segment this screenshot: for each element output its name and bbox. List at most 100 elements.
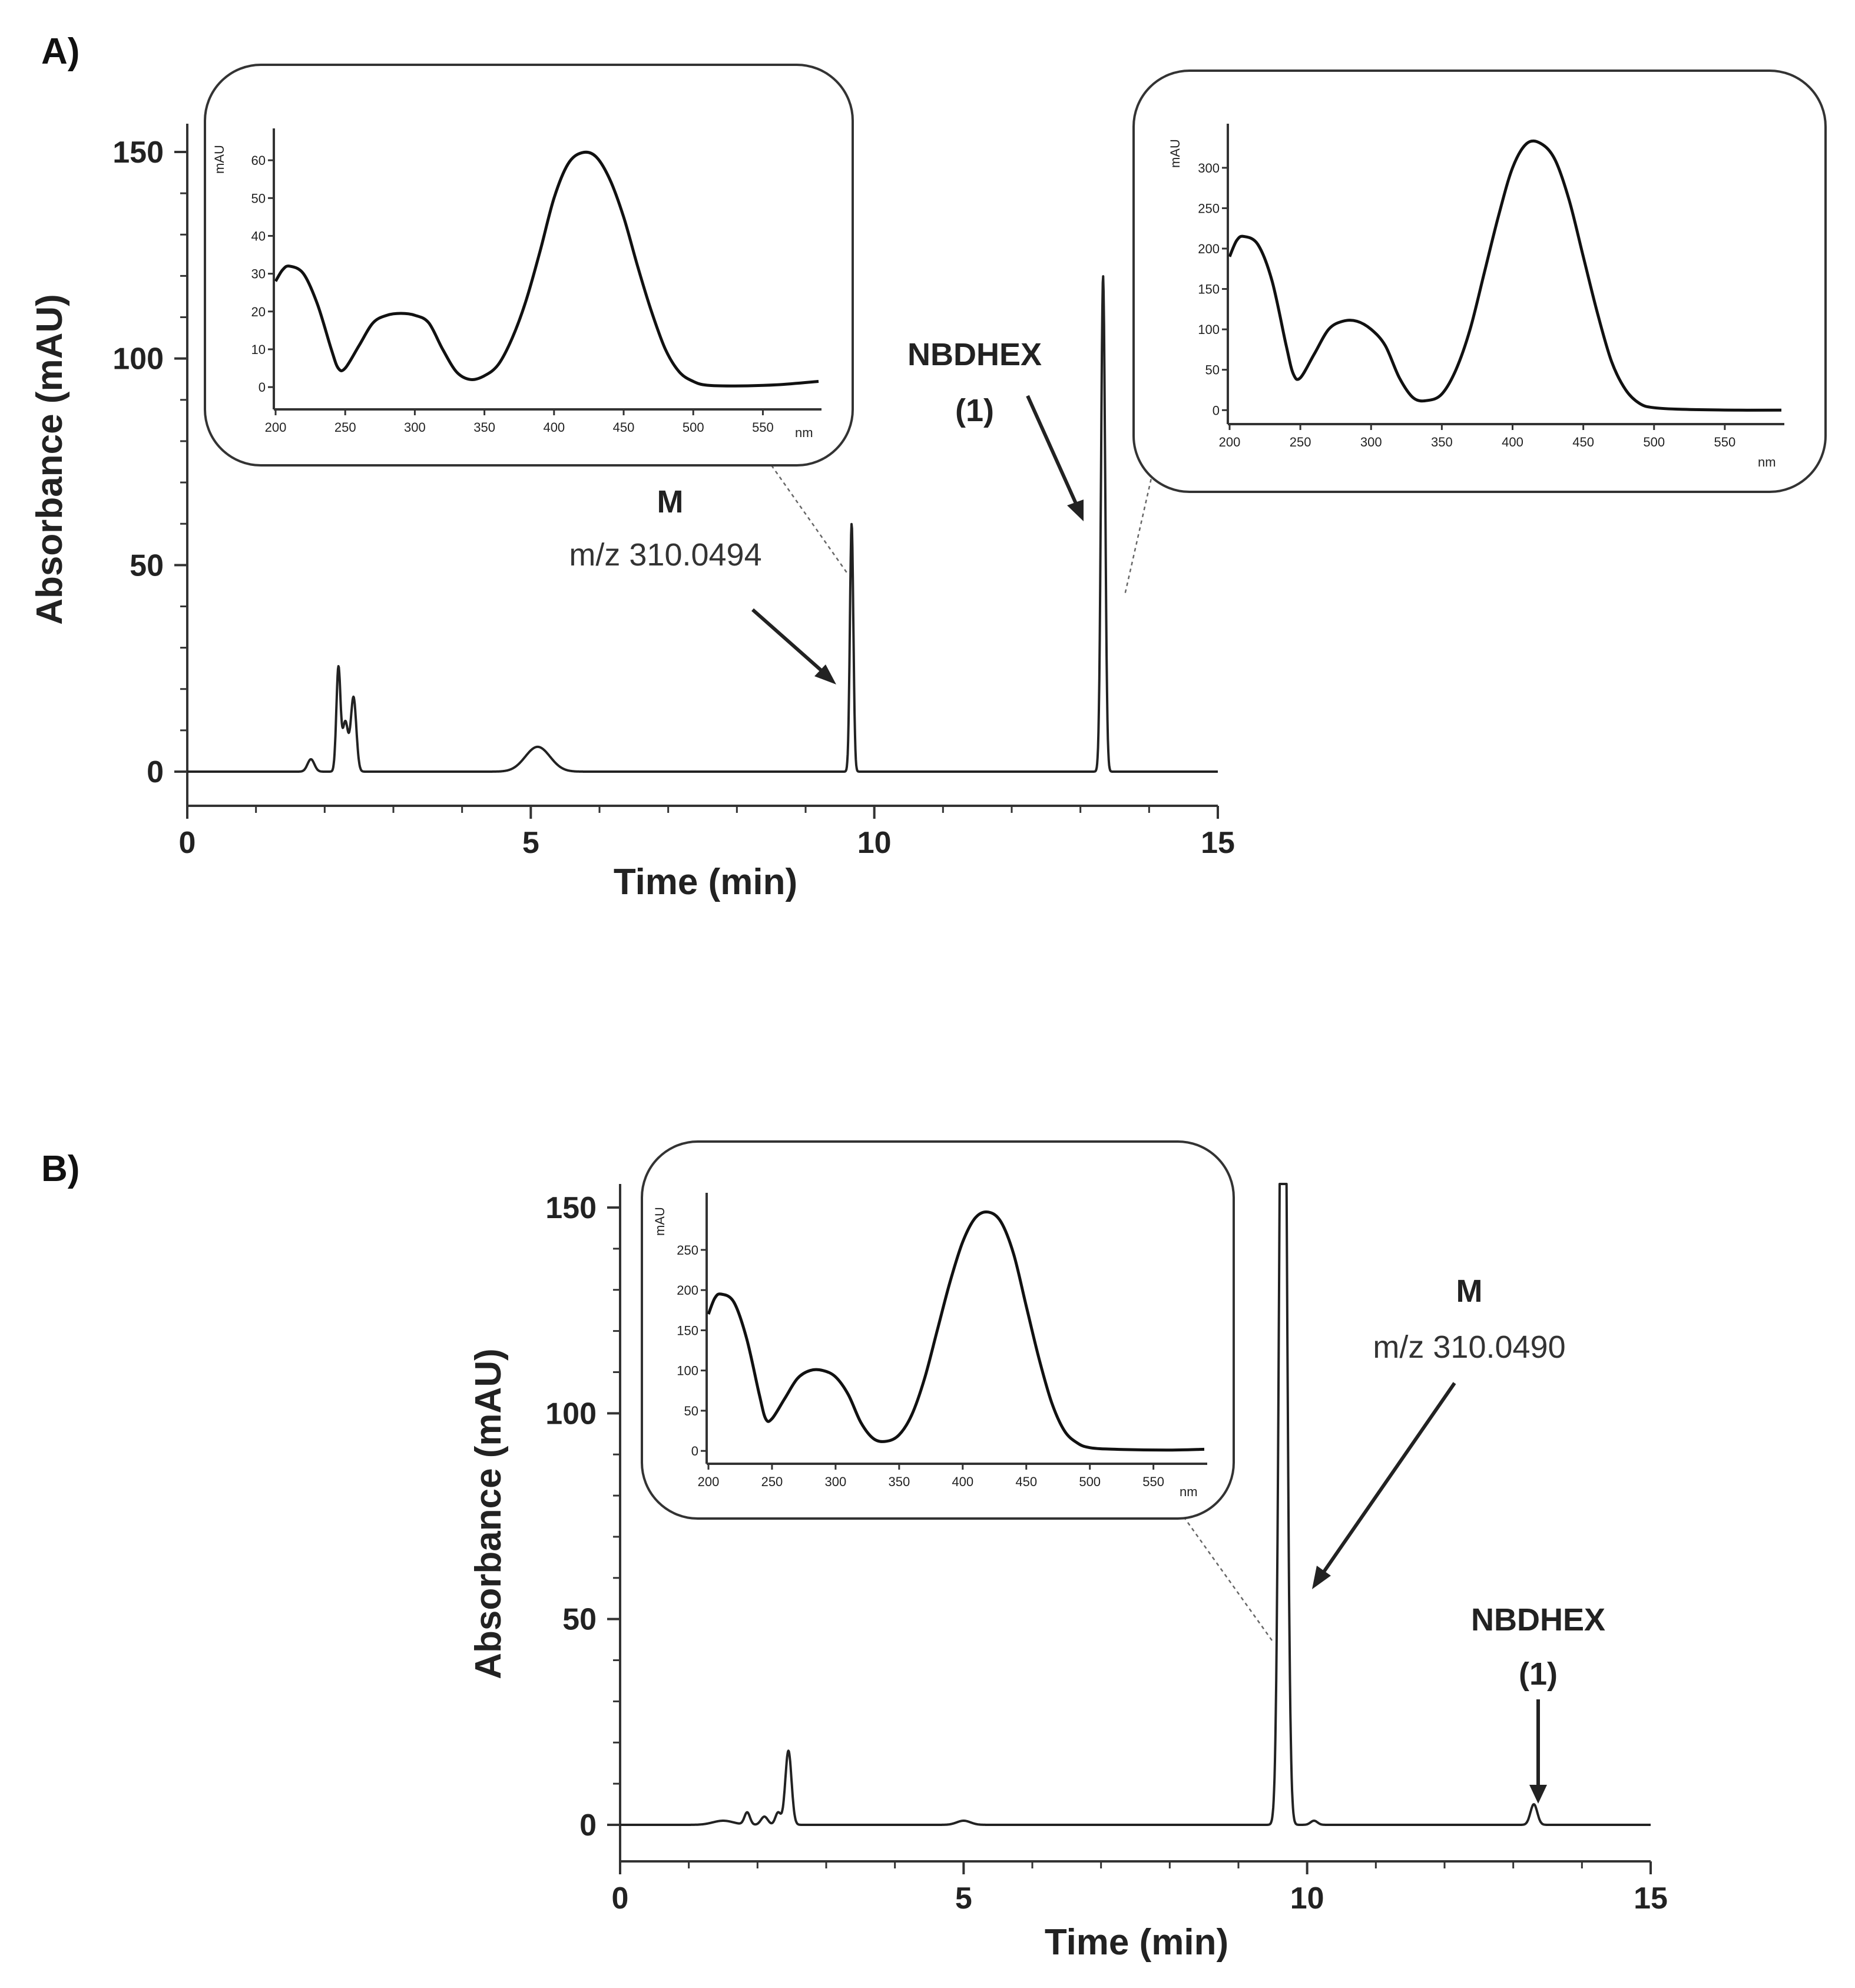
ia2-y-tick-label: 100: [1198, 322, 1220, 337]
panel-a-label: A): [41, 31, 80, 72]
ib-y-tick-label: 100: [677, 1364, 698, 1378]
a-x-tick-label: 15: [1201, 826, 1235, 860]
ib-y-tick-label: 250: [677, 1243, 698, 1258]
ia2-x-tick-label: 250: [1290, 435, 1311, 449]
panel-a-chromatogram-trace: [186, 275, 1219, 773]
ib-x-tick-label: 500: [1079, 1474, 1101, 1489]
ia2-x-tick-label: 350: [1431, 435, 1453, 449]
panel-a-inset-2-spectrum: [1228, 139, 1782, 412]
ia1-y-tick-label: 40: [251, 229, 266, 243]
ia2-x-tick-label: 500: [1643, 435, 1665, 449]
panel-b-chromatogram-trace: [619, 1183, 1652, 1826]
panel-b-x-title: Time (min): [1045, 1922, 1228, 1963]
panel-a-arrowhead-m: [814, 664, 836, 684]
a-y-tick-label: 0: [147, 755, 164, 789]
panel-b-inset-ticks: 200 250 300 350 400 450 500 550 0 50 100 150 200 250: [677, 1243, 1164, 1489]
b-y-tick-label: 50: [562, 1603, 597, 1637]
ib-x-tick-label: 250: [761, 1474, 783, 1489]
b-y-tick-label: 0: [579, 1808, 597, 1843]
ia2-y-tick-label: 0: [1213, 403, 1220, 418]
a-x-tick-label: 0: [179, 826, 196, 860]
ib-x-tick-label: 350: [888, 1474, 910, 1489]
ib-x-tick-label: 550: [1142, 1474, 1164, 1489]
ia1-x-tick-label: 550: [752, 420, 774, 435]
ib-x-tick-label: 200: [698, 1474, 720, 1489]
ia1-x-tick-label: 350: [473, 420, 495, 435]
ia2-x-tick-label: 200: [1219, 435, 1241, 449]
a-x-tick-label: 5: [522, 826, 539, 860]
ib-x-tick-label: 300: [825, 1474, 847, 1489]
panel-b-arrow-m: [1317, 1382, 1456, 1580]
ia1-x-tick-label: 500: [683, 420, 704, 435]
panel-a-inset-1-spectrum: [274, 150, 819, 388]
ib-y-tick-label: 50: [684, 1404, 698, 1418]
panel-b-arrowhead-m: [1312, 1566, 1331, 1589]
panel-b-inset-y-unit: mAU: [652, 1207, 667, 1236]
ia1-y-tick-label: 60: [251, 153, 266, 168]
panel-b-y-title: Absorbance (mAU): [468, 1348, 509, 1679]
panel-b-label-m-mz: m/z 310.0490: [1373, 1329, 1565, 1365]
panel-b-label-nbdhex: NBDHEX: [1471, 1602, 1605, 1638]
ia2-x-tick-label: 400: [1502, 435, 1523, 449]
panel-b-inset-leader: [1182, 1516, 1273, 1641]
ia2-y-tick-label: 250: [1198, 201, 1220, 216]
b-x-tick-label: 10: [1290, 1881, 1324, 1916]
ia1-x-tick-label: 300: [404, 420, 426, 435]
b-x-tick-label: 15: [1634, 1881, 1668, 1916]
ia1-y-tick-label: 50: [251, 191, 266, 206]
panel-a-inset-1-y-unit: mAU: [212, 145, 227, 174]
panel-b-inset-spectrum: [707, 1210, 1205, 1452]
b-y-tick-label: 100: [545, 1397, 597, 1431]
panel-a-label-nbdhex-id: (1): [955, 393, 994, 428]
ia2-x-tick-label: 300: [1360, 435, 1382, 449]
panel-a-inset-2-box: [1132, 70, 1827, 493]
ia1-x-tick-label: 250: [334, 420, 356, 435]
ib-x-tick-label: 400: [952, 1474, 973, 1489]
ia2-y-tick-label: 150: [1198, 282, 1220, 297]
panel-a-inset-1-box: [204, 64, 854, 467]
ib-y-tick-label: 200: [677, 1283, 698, 1298]
panel-a-arrow-m: [751, 608, 830, 679]
panel-a-inset-1-x-unit: nm: [795, 425, 813, 440]
ib-x-tick-label: 450: [1015, 1474, 1037, 1489]
panel-a-arrowhead-nbdhex: [1067, 500, 1084, 521]
panel-a-inset2-leader: [1124, 465, 1155, 596]
ia1-y-tick-label: 30: [251, 267, 266, 282]
panel-b-inset-x-unit: nm: [1180, 1484, 1198, 1499]
panel-b-inset: 200 250 300 350 400 450 500 550050100150200250 …: [641, 1140, 1235, 1520]
b-x-tick-label: 5: [955, 1881, 972, 1916]
panel-b-label-nbdhex-id: (1): [1519, 1656, 1558, 1692]
panel-a-inset-2-y-unit: mAU: [1168, 139, 1182, 168]
panel-a-x-title: Time (min): [614, 862, 797, 902]
panel-a-inset-2-x-unit: nm: [1758, 455, 1776, 469]
b-y-tick-label: 150: [545, 1191, 597, 1225]
panel-a-label-nbdhex: NBDHEX: [907, 337, 1042, 372]
panel-a-inset-1-ticks: 200 250 300 350 400 450 500 550 0 10 20 30 40 50 60: [251, 153, 774, 435]
panel-a-inset1-leader: [770, 465, 849, 575]
ib-y-tick-label: 150: [677, 1323, 698, 1338]
panel-b-label: B): [41, 1149, 80, 1189]
ia2-x-tick-label: 450: [1572, 435, 1594, 449]
panel-a-arrow-nbdhex: [1026, 395, 1081, 512]
ia1-x-tick-label: 450: [613, 420, 635, 435]
ia1-x-tick-label: 200: [265, 420, 287, 435]
panel-a-inset-2: 200 250 300 350 400 450 500 550 0 50 100 150 200 250 3…: [1132, 70, 1827, 493]
ia1-y-tick-label: 0: [259, 380, 266, 395]
ia2-y-tick-label: 200: [1198, 242, 1220, 256]
panel-a-inset-2-ticks: 200 250 300 350 400 450 500 550 0 50 100 150 200 250 3…: [1198, 161, 1735, 449]
a-y-tick-label: 100: [112, 342, 164, 376]
ia1-y-tick-label: 20: [251, 305, 266, 319]
panel-a-inset-1: 200 250 300 350 400 450 500 550 0 10 20 30 40 50 60 mA…: [204, 64, 854, 467]
a-y-tick-label: 50: [130, 548, 164, 583]
a-x-tick-label: 10: [857, 826, 892, 860]
ia2-x-tick-label: 550: [1714, 435, 1736, 449]
ia2-y-tick-label: 50: [1205, 363, 1220, 378]
panel-b-label-m: M: [1456, 1273, 1483, 1309]
b-x-tick-label: 0: [612, 1881, 629, 1916]
ia2-y-tick-label: 300: [1198, 161, 1220, 176]
